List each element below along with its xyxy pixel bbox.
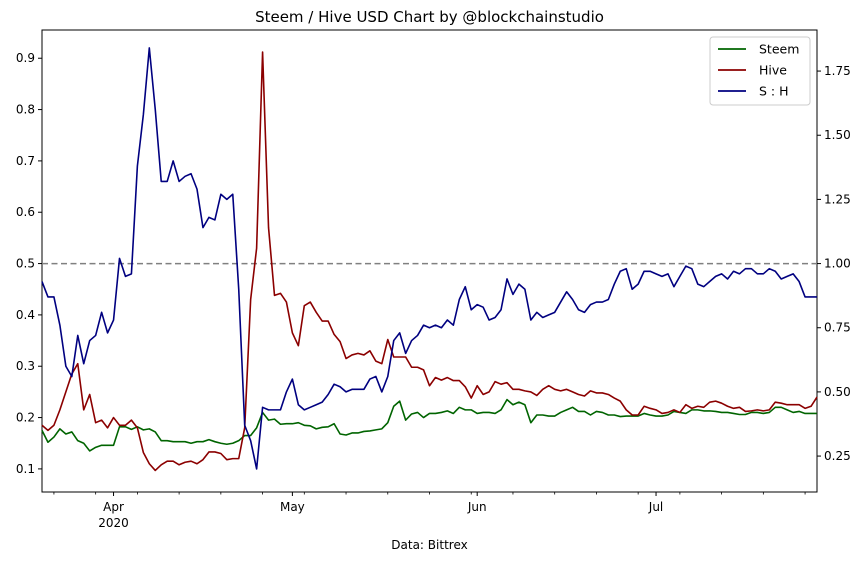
chart-title: Steem / Hive USD Chart by @blockchainstu… [255,8,604,26]
y-left-tick-label: 0.9 [16,51,35,65]
legend-label-0: Steem [759,42,799,57]
y-left-tick-label: 0.8 [16,103,35,117]
x-tick-label: Jun [467,500,487,514]
x-tick-label: Jul [648,500,663,514]
legend-box [709,36,811,106]
y-right-tick-label: 0.50 [824,385,851,399]
series-line-1 [41,51,818,472]
y-axis-right: 0.25 0.50 0.75 1.00 1.25 1.50 1.75 [817,64,851,463]
x-tick-sublabel: 2020 [98,516,129,530]
y-left-tick-label: 0.3 [16,359,35,373]
y-left-tick-label: 0.2 [16,411,35,425]
y-left-tick-label: 0.7 [16,154,35,168]
legend: Steem Hive S : H [709,36,811,106]
x-tick-label: May [280,500,305,514]
x-tick-label: Apr [103,500,124,514]
series-line-2 [41,47,817,470]
y-left-tick-label: 0.6 [16,205,35,219]
y-left-tick-label: 0.1 [16,462,35,476]
plot-area-frame [41,29,818,493]
y-right-tick-label: 0.75 [824,321,851,335]
y-right-tick-label: 1.75 [824,64,851,78]
legend-label-1: Hive [759,63,787,78]
series-line-0 [41,398,817,452]
y-right-tick-label: 0.25 [824,449,851,463]
x-axis-label: Data: Bittrex [391,538,467,552]
y-axis-left: 0.1 0.2 0.3 0.4 0.5 0.6 0.7 0.8 0.9 [16,51,42,476]
y-left-tick-label: 0.5 [16,257,35,271]
y-left-tick-label: 0.4 [16,308,35,322]
y-right-tick-label: 1.25 [824,192,851,206]
x-axis: Apr 2020 May Jun Jul [53,492,806,530]
y-right-tick-label: 1.50 [824,128,851,142]
legend-label-2: S : H [759,84,789,99]
y-right-tick-label: 1.00 [824,257,851,271]
